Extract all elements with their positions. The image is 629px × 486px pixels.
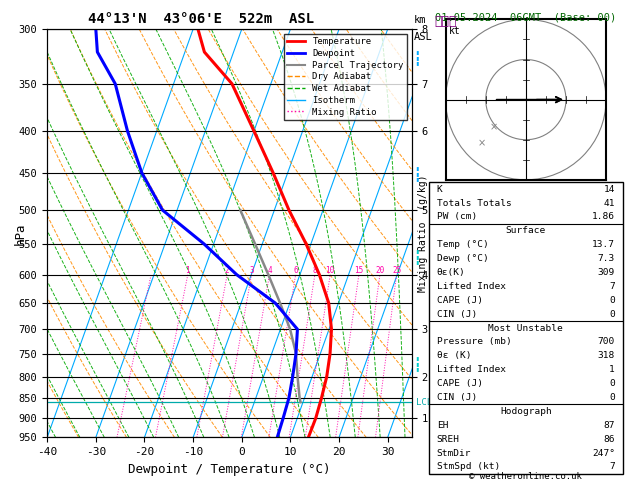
Text: StmSpd (kt): StmSpd (kt) bbox=[437, 462, 500, 471]
Text: 14: 14 bbox=[603, 185, 615, 194]
Text: ┇: ┇ bbox=[413, 250, 421, 265]
Text: 44°13'N  43°06'E  522m  ASL: 44°13'N 43°06'E 522m ASL bbox=[88, 12, 314, 26]
Text: ×: × bbox=[477, 139, 486, 149]
Text: ┇: ┇ bbox=[413, 168, 421, 182]
Text: 2: 2 bbox=[225, 266, 230, 275]
Text: LCL: LCL bbox=[416, 398, 431, 407]
Text: 309: 309 bbox=[598, 268, 615, 277]
Text: EH: EH bbox=[437, 421, 448, 430]
Text: 6: 6 bbox=[293, 266, 298, 275]
Text: ┇: ┇ bbox=[413, 51, 421, 66]
Text: © weatheronline.co.uk: © weatheronline.co.uk bbox=[469, 472, 582, 481]
Text: ┇: ┇ bbox=[413, 357, 421, 372]
Text: 4: 4 bbox=[267, 266, 272, 275]
Text: 1: 1 bbox=[610, 365, 615, 374]
Text: Surface: Surface bbox=[506, 226, 546, 235]
Text: 0: 0 bbox=[610, 393, 615, 402]
Text: θε (K): θε (K) bbox=[437, 351, 471, 360]
Text: Temp (°C): Temp (°C) bbox=[437, 240, 489, 249]
X-axis label: Dewpoint / Temperature (°C): Dewpoint / Temperature (°C) bbox=[128, 463, 331, 476]
Text: 10: 10 bbox=[326, 266, 335, 275]
Text: 1: 1 bbox=[186, 266, 190, 275]
Text: 86: 86 bbox=[603, 434, 615, 444]
Text: PW (cm): PW (cm) bbox=[437, 212, 477, 222]
Text: 87: 87 bbox=[603, 421, 615, 430]
Text: 20: 20 bbox=[376, 266, 384, 275]
Text: θε(K): θε(K) bbox=[437, 268, 465, 277]
Text: 7: 7 bbox=[610, 462, 615, 471]
Text: 41: 41 bbox=[603, 199, 615, 208]
Text: Lifted Index: Lifted Index bbox=[437, 282, 506, 291]
Text: CAPE (J): CAPE (J) bbox=[437, 379, 482, 388]
Text: 247°: 247° bbox=[592, 449, 615, 457]
Text: 7.3: 7.3 bbox=[598, 254, 615, 263]
Text: ×: × bbox=[490, 122, 498, 133]
Text: Totals Totals: Totals Totals bbox=[437, 199, 511, 208]
Text: Pressure (mb): Pressure (mb) bbox=[437, 337, 511, 347]
Text: Mixing Ratio  (g/kg): Mixing Ratio (g/kg) bbox=[418, 174, 428, 292]
Text: 318: 318 bbox=[598, 351, 615, 360]
Text: 1.86: 1.86 bbox=[592, 212, 615, 222]
Text: CIN (J): CIN (J) bbox=[437, 310, 477, 319]
Text: CIN (J): CIN (J) bbox=[437, 393, 477, 402]
Text: 7: 7 bbox=[610, 282, 615, 291]
Text: 0: 0 bbox=[610, 296, 615, 305]
Text: ASL: ASL bbox=[414, 32, 433, 42]
Text: kt: kt bbox=[449, 26, 460, 36]
Text: hPa: hPa bbox=[13, 222, 26, 244]
Text: Hodograph: Hodograph bbox=[500, 407, 552, 416]
Text: K: K bbox=[437, 185, 442, 194]
Text: Most Unstable: Most Unstable bbox=[489, 324, 563, 332]
Text: km: km bbox=[414, 15, 426, 25]
Text: CAPE (J): CAPE (J) bbox=[437, 296, 482, 305]
Text: 15: 15 bbox=[354, 266, 364, 275]
Text: 01.05.2024  06GMT  (Base: 00): 01.05.2024 06GMT (Base: 00) bbox=[435, 12, 616, 22]
Text: ⦀⦀⦀: ⦀⦀⦀ bbox=[434, 15, 457, 28]
Text: Dewp (°C): Dewp (°C) bbox=[437, 254, 489, 263]
Text: 25: 25 bbox=[392, 266, 401, 275]
Text: 0: 0 bbox=[610, 310, 615, 319]
Text: StmDir: StmDir bbox=[437, 449, 471, 457]
Text: Lifted Index: Lifted Index bbox=[437, 365, 506, 374]
Text: 3: 3 bbox=[249, 266, 254, 275]
Text: 700: 700 bbox=[598, 337, 615, 347]
Text: 8: 8 bbox=[313, 266, 317, 275]
Text: 13.7: 13.7 bbox=[592, 240, 615, 249]
Legend: Temperature, Dewpoint, Parcel Trajectory, Dry Adiabat, Wet Adiabat, Isotherm, Mi: Temperature, Dewpoint, Parcel Trajectory… bbox=[284, 34, 408, 120]
Text: 0: 0 bbox=[610, 379, 615, 388]
Text: SREH: SREH bbox=[437, 434, 460, 444]
